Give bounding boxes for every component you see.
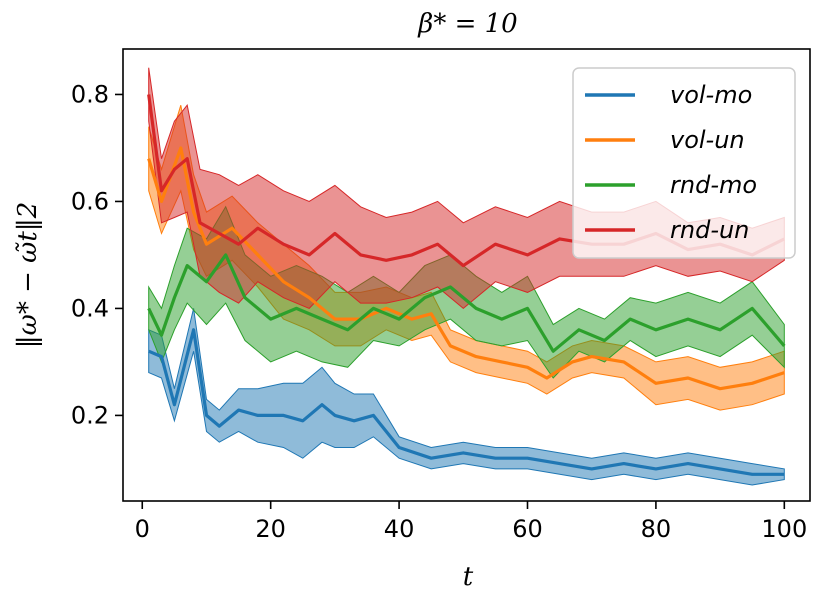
chart-title: β* = 10 xyxy=(417,9,517,39)
y-tick-label: 0.4 xyxy=(71,294,109,322)
legend-label-vol-mo: vol-mo xyxy=(670,81,752,109)
series-line-rnd-mo xyxy=(147,253,786,353)
x-axis-label: t xyxy=(463,562,474,592)
x-tick-label: 80 xyxy=(641,515,672,543)
y-tick-label: 0.8 xyxy=(71,80,109,108)
series-line-vol-un xyxy=(147,146,785,391)
x-tick-label: 40 xyxy=(384,515,415,543)
y-axis-label: ‖ω* − ω̃t‖2 xyxy=(13,202,43,349)
x-axis: 0 20 40 60 80 100 xyxy=(135,501,807,543)
legend-label-rnd-mo: rnd-mo xyxy=(670,171,757,199)
y-tick-label: 0.2 xyxy=(71,401,109,429)
x-tick-label: 0 xyxy=(135,515,150,543)
legend: vol-mo vol-un rnd-mo rnd-un xyxy=(572,67,796,259)
series-line-vol-mo xyxy=(148,328,785,476)
y-axis: 0.2 0.4 0.6 0.8 xyxy=(71,80,123,429)
y-tick-label: 0.6 xyxy=(71,187,109,215)
x-tick-label: 60 xyxy=(512,515,543,543)
series-band-vol-mo xyxy=(148,308,785,486)
legend-box xyxy=(572,67,796,259)
legend-label-rnd-un: rnd-un xyxy=(670,216,749,244)
x-tick-label: 100 xyxy=(761,515,807,543)
legend-label-vol-un: vol-un xyxy=(670,126,745,154)
plot-frame xyxy=(122,48,811,502)
x-tick-label: 20 xyxy=(255,515,286,543)
